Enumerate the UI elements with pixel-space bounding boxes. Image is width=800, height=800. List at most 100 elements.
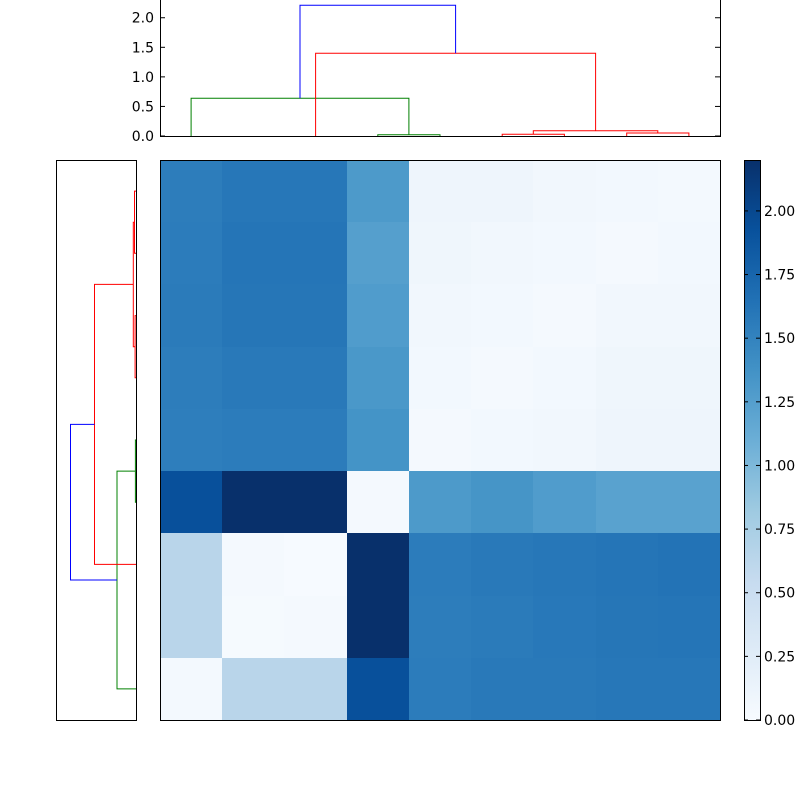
heatmap-cell	[533, 160, 597, 223]
heatmap-cell	[409, 284, 472, 348]
heatmap-cell	[533, 658, 597, 721]
heatmap-cell	[533, 596, 597, 659]
heatmap-cell	[347, 284, 410, 348]
colorbar-tick-label: 0.25	[764, 649, 795, 665]
heatmap-cell	[160, 409, 223, 472]
colorbar-frame	[744, 160, 761, 721]
heatmap-cell	[284, 222, 348, 285]
heatmap-cell	[347, 347, 410, 410]
heatmap-cell	[471, 160, 534, 223]
colorbar-tick-label: 0.50	[764, 586, 795, 602]
heatmap-cell	[347, 160, 410, 223]
heatmap-cell	[658, 533, 721, 597]
heatmap-cell	[658, 596, 721, 659]
heatmap-cell	[284, 533, 348, 597]
heatmap-cell	[284, 160, 348, 223]
heatmap-cell	[471, 471, 534, 534]
heatmap-cell	[658, 222, 721, 285]
heatmap-cell	[222, 347, 285, 410]
heatmap-cell	[347, 409, 410, 472]
heatmap-cell	[284, 471, 348, 534]
heatmap-cell	[160, 471, 223, 534]
colorbar-gradient	[744, 160, 760, 720]
colorbar-tick-label: 0.00	[764, 713, 795, 729]
heatmap	[160, 160, 721, 721]
colorbar-tick-label: 1.00	[764, 458, 795, 474]
y-tick-label: 0.5	[132, 99, 154, 115]
y-tick-label: 1.5	[132, 40, 154, 56]
heatmap-cell	[471, 658, 534, 721]
heatmap-cell	[347, 596, 410, 659]
heatmap-cell	[658, 160, 721, 223]
heatmap-cell	[533, 533, 597, 597]
heatmap-cell	[658, 409, 721, 472]
heatmap-cell	[160, 284, 223, 348]
heatmap-cell	[347, 658, 410, 721]
dendrogram-link	[70, 423, 117, 581]
colorbar-tick-label: 1.50	[764, 331, 795, 347]
heatmap-cell	[596, 658, 659, 721]
heatmap-cell	[596, 160, 659, 223]
heatmap-cell	[160, 160, 223, 223]
dendrogram-link	[299, 4, 457, 99]
heatmap-cell	[409, 409, 472, 472]
heatmap-cell	[471, 409, 534, 472]
heatmap-cell	[222, 284, 285, 348]
heatmap-cell	[596, 284, 659, 348]
heatmap-cell	[222, 222, 285, 285]
heatmap-cell	[471, 284, 534, 348]
heatmap-cell	[533, 347, 597, 410]
y-tick-label: 2.0	[132, 11, 154, 27]
heatmap-cell	[409, 222, 472, 285]
y-tick-label: 1.0	[132, 70, 154, 86]
heatmap-cell	[409, 160, 472, 223]
heatmap-cell	[347, 533, 410, 597]
heatmap-cell	[409, 471, 472, 534]
heatmap-cell	[160, 347, 223, 410]
heatmap-cell	[596, 533, 659, 597]
heatmap-cell	[284, 596, 348, 659]
heatmap-cell	[533, 409, 597, 472]
heatmap-cell	[596, 596, 659, 659]
heatmap-cell	[471, 222, 534, 285]
heatmap-cell	[160, 658, 223, 721]
heatmap-cell	[347, 471, 410, 534]
heatmap-cell	[222, 533, 285, 597]
heatmap-cell	[284, 284, 348, 348]
heatmap-cell	[222, 658, 285, 721]
heatmap-cell	[347, 222, 410, 285]
heatmap-cell	[596, 222, 659, 285]
heatmap-cell	[533, 222, 597, 285]
heatmap-cell	[596, 409, 659, 472]
colorbar-tick-label: 0.75	[764, 522, 795, 538]
heatmap-cell	[471, 347, 534, 410]
heatmap-cell	[284, 658, 348, 721]
heatmap-cell	[160, 222, 223, 285]
heatmap-frame	[160, 160, 721, 721]
heatmap-cell	[658, 284, 721, 348]
heatmap-cell	[471, 596, 534, 659]
left-dendrogram	[56, 160, 137, 721]
heatmap-cell	[222, 471, 285, 534]
heatmap-cell	[222, 409, 285, 472]
top-dendrogram-frame	[160, 0, 721, 137]
heatmap-cell	[471, 533, 534, 597]
y-tick-label: 0.0	[132, 129, 154, 145]
heatmap-cell	[596, 471, 659, 534]
heatmap-cell	[409, 658, 472, 721]
heatmap-cell	[409, 533, 472, 597]
colorbar-tick-label: 1.75	[764, 268, 795, 284]
heatmap-cell	[658, 658, 721, 721]
heatmap-cell	[222, 160, 285, 223]
heatmap-cell	[596, 347, 659, 410]
heatmap-cell	[533, 284, 597, 348]
left-dendrogram-frame	[56, 160, 137, 721]
heatmap-cell	[284, 347, 348, 410]
heatmap-cell	[658, 347, 721, 410]
heatmap-cell	[533, 471, 597, 534]
top-dendrogram: 0.0 0.5 1.0 1.5 2.0	[132, 0, 721, 145]
heatmap-cell	[409, 596, 472, 659]
colorbar-tick-label: 2.00	[764, 204, 795, 220]
heatmap-cell	[160, 596, 223, 659]
